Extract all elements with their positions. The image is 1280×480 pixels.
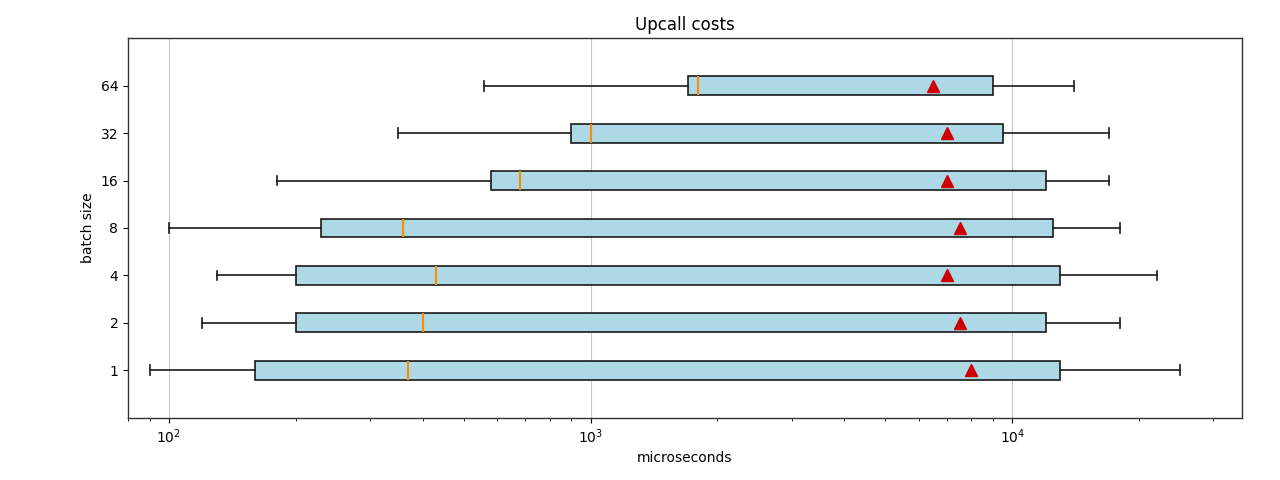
PathPatch shape bbox=[687, 76, 993, 95]
PathPatch shape bbox=[571, 124, 1002, 143]
PathPatch shape bbox=[321, 218, 1053, 238]
PathPatch shape bbox=[296, 266, 1060, 285]
Title: Upcall costs: Upcall costs bbox=[635, 16, 735, 34]
Y-axis label: batch size: batch size bbox=[81, 192, 95, 264]
X-axis label: microseconds: microseconds bbox=[637, 452, 732, 466]
PathPatch shape bbox=[490, 171, 1046, 190]
PathPatch shape bbox=[296, 313, 1046, 332]
PathPatch shape bbox=[255, 361, 1060, 380]
